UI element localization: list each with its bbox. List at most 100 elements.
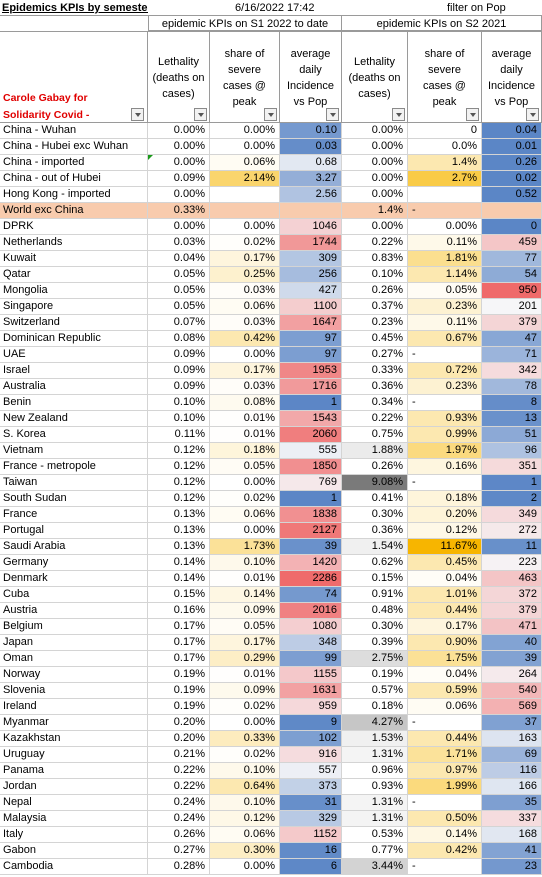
severe-s1-cell[interactable]: 0.01% [210, 411, 280, 426]
row-name-cell[interactable]: Dominican Republic [0, 331, 148, 346]
severe-s1-cell[interactable]: 1.73% [210, 539, 280, 554]
lethality-s2-cell[interactable]: 1.31% [342, 747, 408, 762]
incidence-s2-cell[interactable]: 342 [482, 363, 542, 378]
incidence-s2-cell[interactable]: 471 [482, 619, 542, 634]
severe-s1-cell[interactable]: 0.17% [210, 635, 280, 650]
lethality-s1-cell[interactable]: 0.24% [148, 795, 210, 810]
lethality-s2-cell[interactable]: 0.00% [342, 123, 408, 138]
lethality-s2-cell[interactable]: 0.22% [342, 411, 408, 426]
lethality-s2-cell[interactable]: 0.75% [342, 427, 408, 442]
lethality-s1-cell[interactable]: 0.19% [148, 683, 210, 698]
lethality-s2-cell[interactable]: 0.36% [342, 379, 408, 394]
incidence-s1-cell[interactable]: 769 [280, 475, 342, 490]
incidence-s1-cell[interactable]: 2286 [280, 571, 342, 586]
row-name-cell[interactable]: Jordan [0, 779, 148, 794]
incidence-s1-cell[interactable]: 0.68 [280, 155, 342, 170]
lethality-s2-cell[interactable]: 0.00% [342, 171, 408, 186]
lethality-s2-cell[interactable]: 1.53% [342, 731, 408, 746]
row-name-cell[interactable]: Qatar [0, 267, 148, 282]
group-header-s1-cell[interactable]: epidemic KPIs on S1 2022 to date [148, 15, 342, 31]
row-name-cell[interactable]: S. Korea [0, 427, 148, 442]
incidence-s1-cell[interactable]: 2016 [280, 603, 342, 618]
lethality-s1-cell[interactable]: 0.17% [148, 635, 210, 650]
header-incidence-s1[interactable]: average daily Incidence vs Pop [280, 31, 342, 123]
severe-s1-cell[interactable]: 0.29% [210, 651, 280, 666]
lethality-s2-cell[interactable]: 1.4% [342, 203, 408, 218]
severe-s1-cell[interactable]: 0.17% [210, 251, 280, 266]
severe-s1-cell[interactable]: 0.00% [210, 219, 280, 234]
lethality-s1-cell[interactable]: 0.09% [148, 347, 210, 362]
incidence-s2-cell[interactable]: 264 [482, 667, 542, 682]
incidence-s2-cell[interactable]: 166 [482, 779, 542, 794]
severe-s1-cell[interactable]: 2.14% [210, 171, 280, 186]
incidence-s2-cell[interactable]: 379 [482, 603, 542, 618]
incidence-s1-cell[interactable]: 99 [280, 651, 342, 666]
row-name-cell[interactable]: Austria [0, 603, 148, 618]
severe-s2-cell[interactable]: 0.42% [408, 843, 482, 858]
severe-s1-cell[interactable]: 0.01% [210, 571, 280, 586]
severe-s2-cell[interactable]: - [408, 715, 482, 730]
lethality-s2-cell[interactable]: 0.33% [342, 363, 408, 378]
lethality-s2-cell[interactable]: 0.93% [342, 779, 408, 794]
incidence-s2-cell[interactable]: 0 [482, 219, 542, 234]
severe-s2-cell[interactable]: 0.23% [408, 379, 482, 394]
incidence-s1-cell[interactable]: 1543 [280, 411, 342, 426]
severe-s2-cell[interactable]: 0.72% [408, 363, 482, 378]
incidence-s1-cell[interactable]: 1046 [280, 219, 342, 234]
lethality-s1-cell[interactable]: 0.24% [148, 811, 210, 826]
severe-s1-cell[interactable]: 0.42% [210, 331, 280, 346]
incidence-s1-cell[interactable]: 256 [280, 267, 342, 282]
lethality-s2-cell[interactable]: 0.30% [342, 507, 408, 522]
incidence-s2-cell[interactable]: 116 [482, 763, 542, 778]
severe-s2-cell[interactable]: 1.81% [408, 251, 482, 266]
lethality-s1-cell[interactable]: 0.00% [148, 219, 210, 234]
incidence-s1-cell[interactable]: 1850 [280, 459, 342, 474]
incidence-s2-cell[interactable]: 8 [482, 395, 542, 410]
severe-s2-cell[interactable]: 0.17% [408, 619, 482, 634]
incidence-s1-cell[interactable]: 1716 [280, 379, 342, 394]
severe-s2-cell[interactable]: 0.05% [408, 283, 482, 298]
severe-s1-cell[interactable]: 0.06% [210, 155, 280, 170]
severe-s2-cell[interactable]: 1.71% [408, 747, 482, 762]
severe-s2-cell[interactable]: 0.04% [408, 571, 482, 586]
row-name-cell[interactable]: Kuwait [0, 251, 148, 266]
severe-s1-cell[interactable]: 0.02% [210, 235, 280, 250]
severe-s1-cell[interactable]: 0.00% [210, 139, 280, 154]
lethality-s1-cell[interactable]: 0.00% [148, 155, 210, 170]
lethality-s2-cell[interactable]: 0.77% [342, 843, 408, 858]
incidence-s2-cell[interactable]: 950 [482, 283, 542, 298]
severe-s2-cell[interactable]: 0.16% [408, 459, 482, 474]
incidence-s2-cell[interactable]: 78 [482, 379, 542, 394]
incidence-s1-cell[interactable]: 0.03 [280, 139, 342, 154]
incidence-s1-cell[interactable]: 2060 [280, 427, 342, 442]
row-name-cell[interactable]: Cambodia [0, 859, 148, 874]
severe-s2-cell[interactable]: - [408, 347, 482, 362]
lethality-s1-cell[interactable]: 0.22% [148, 779, 210, 794]
severe-s2-cell[interactable]: 1.4% [408, 155, 482, 170]
row-name-cell[interactable]: Switzerland [0, 315, 148, 330]
lethality-s1-cell[interactable]: 0.13% [148, 507, 210, 522]
incidence-s2-cell[interactable]: 37 [482, 715, 542, 730]
lethality-s1-cell[interactable]: 0.05% [148, 299, 210, 314]
lethality-s1-cell[interactable]: 0.22% [148, 763, 210, 778]
lethality-s2-cell[interactable]: 0.00% [342, 155, 408, 170]
severe-s1-cell[interactable]: 0.10% [210, 763, 280, 778]
severe-s1-cell[interactable]: 0.00% [210, 859, 280, 874]
lethality-s1-cell[interactable]: 0.17% [148, 619, 210, 634]
severe-s2-cell[interactable]: 1.01% [408, 587, 482, 602]
incidence-s2-cell[interactable]: 223 [482, 555, 542, 570]
severe-s2-cell[interactable]: 0.97% [408, 763, 482, 778]
severe-s1-cell[interactable]: 0.03% [210, 379, 280, 394]
lethality-s1-cell[interactable]: 0.11% [148, 427, 210, 442]
lethality-s2-cell[interactable]: 1.88% [342, 443, 408, 458]
row-name-cell[interactable]: Ireland [0, 699, 148, 714]
severe-s1-cell[interactable]: 0.30% [210, 843, 280, 858]
lethality-s1-cell[interactable]: 0.17% [148, 651, 210, 666]
severe-s1-cell[interactable]: 0.01% [210, 427, 280, 442]
lethality-s1-cell[interactable]: 0.08% [148, 331, 210, 346]
severe-s2-cell[interactable]: 0.45% [408, 555, 482, 570]
filter-dropdown-icon[interactable] [264, 108, 277, 121]
incidence-s1-cell[interactable]: 6 [280, 859, 342, 874]
incidence-s1-cell[interactable]: 9 [280, 715, 342, 730]
row-name-cell[interactable]: Benin [0, 395, 148, 410]
